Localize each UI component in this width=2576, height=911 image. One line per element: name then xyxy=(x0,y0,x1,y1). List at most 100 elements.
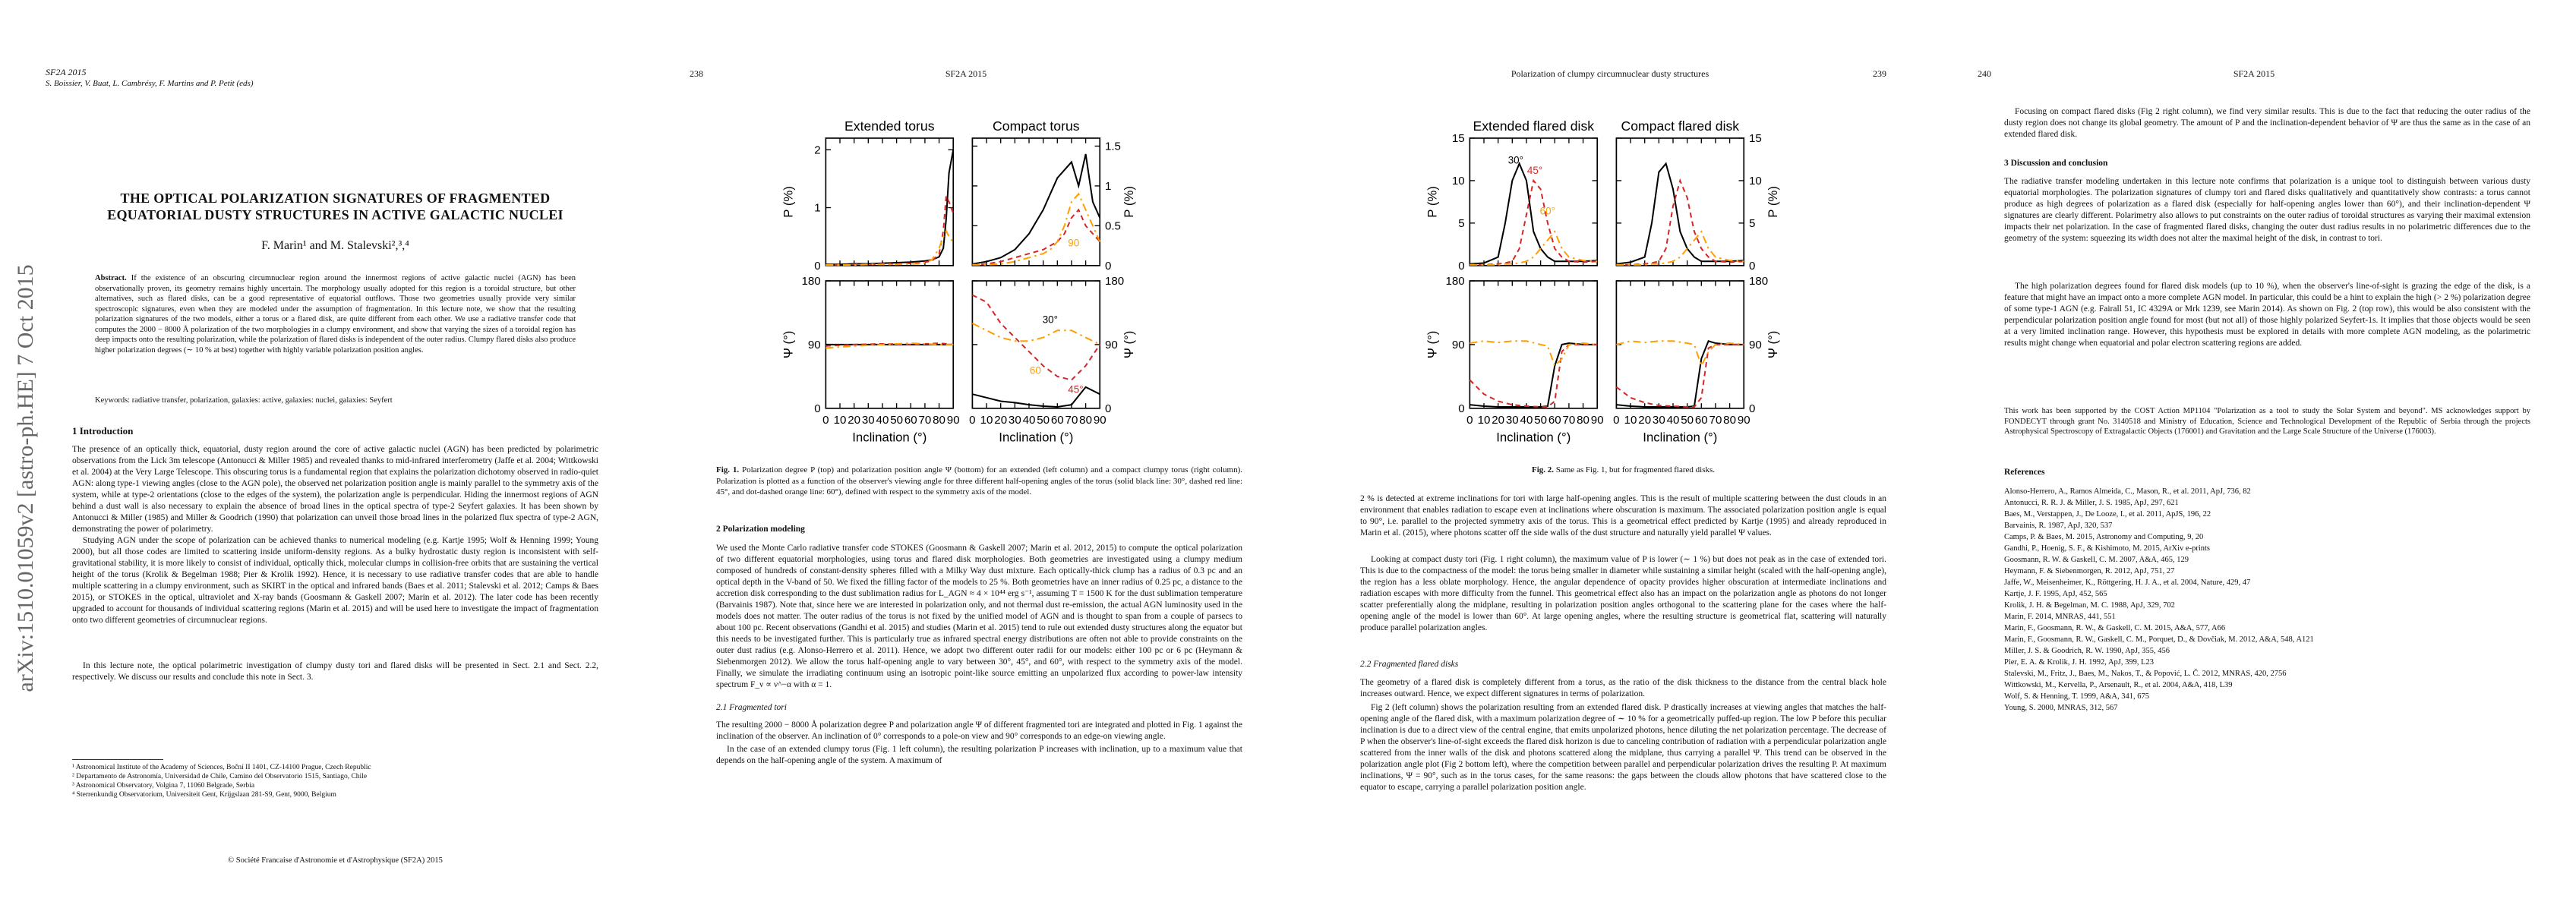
x-tick-label: 70 xyxy=(1709,414,1722,427)
series-line-1 xyxy=(1470,345,1597,407)
panel-title: Extended flared disk xyxy=(1473,118,1595,134)
figure-1-caption-text: Polarization degree P (top) and polariza… xyxy=(716,465,1242,496)
plot-frame xyxy=(972,138,1100,266)
footnotes: ¹ Astronomical Institute of the Academy … xyxy=(72,759,598,799)
curve-annotation: 60 xyxy=(1030,365,1041,377)
arxiv-id[interactable]: arXiv:1510.01059v2 [astro-ph.HE] 7 Oct 2… xyxy=(13,264,39,692)
x-tick-label: 60 xyxy=(1695,414,1708,427)
references-title: References xyxy=(2004,467,2530,478)
x-tick-label: 70 xyxy=(1065,414,1078,427)
y-axis-label: P (%) xyxy=(781,186,796,218)
x-tick-label: 90 xyxy=(1738,414,1750,427)
curve-annotation: 90 xyxy=(1068,238,1079,249)
x-tick-label: 20 xyxy=(1638,414,1651,427)
intro-paragraph-3: In this lecture note, the optical polari… xyxy=(72,660,598,683)
reference-item: Goosmann, R. W. & Gaskell, C. M. 2007, A… xyxy=(2004,554,2530,566)
x-tick-label: 30 xyxy=(1653,414,1665,427)
x-axis-label: Inclination (°) xyxy=(1643,430,1717,444)
reference-item: Young, S. 2000, MNRAS, 312, 567 xyxy=(2004,702,2530,714)
x-tick-label: 50 xyxy=(890,414,903,427)
journal-header: SF2A 2015 xyxy=(46,67,86,78)
arxiv-stamp[interactable]: arXiv:1510.01059v2 [astro-ph.HE] 7 Oct 2… xyxy=(11,266,41,691)
footnote-2: ² Departamento de Astronomía, Universida… xyxy=(72,772,598,781)
y-tick-label: 90 xyxy=(1452,339,1465,351)
y-tick-label: 10 xyxy=(1452,175,1465,188)
panel-title: Compact flared disk xyxy=(1621,118,1740,134)
section-3-paragraph-1: The radiative transfer modeling undertak… xyxy=(2004,176,2530,244)
abstract: Abstract. If the existence of an obscuri… xyxy=(95,273,576,355)
y-tick-label: 90 xyxy=(1749,339,1762,351)
reference-item: Marin, F., Goosmann, R. W., & Gaskell, C… xyxy=(2004,623,2530,634)
reference-item: Wolf, S. & Henning, T. 1999, A&A, 341, 6… xyxy=(2004,691,2530,702)
panel-title: Compact torus xyxy=(993,118,1080,134)
reference-item: Pier, E. A. & Krolik, J. H. 1992, ApJ, 3… xyxy=(2004,657,2530,668)
y-tick-label: 0 xyxy=(1749,402,1755,415)
reference-item: Baes, M., Verstappen, J., De Looze, I., … xyxy=(2004,509,2530,520)
panel-title: Extended torus xyxy=(844,118,935,134)
y-tick-label: 0 xyxy=(814,402,820,415)
x-axis-label: Inclination (°) xyxy=(999,430,1073,444)
plot-frame xyxy=(1470,138,1597,266)
x-tick-label: 10 xyxy=(1478,414,1491,427)
running-header: SF2A 2015 xyxy=(644,68,1288,80)
footnote-1: ¹ Astronomical Institute of the Academy … xyxy=(72,763,598,772)
y-tick-label: 0.5 xyxy=(1105,219,1121,232)
reference-item: Camps, P. & Baes, M. 2015, Astronomy and… xyxy=(2004,531,2530,543)
x-tick-label: 80 xyxy=(1723,414,1736,427)
figure-1-caption: Fig. 1. Polarization degree P (top) and … xyxy=(716,465,1242,498)
y-tick-label: 180 xyxy=(1105,275,1124,288)
series-line-1 xyxy=(1616,345,1744,407)
figure-2-label: Fig. 2. xyxy=(1532,465,1554,474)
series-line-1 xyxy=(1470,181,1597,265)
x-tick-label: 30 xyxy=(1506,414,1519,427)
series-line-2 xyxy=(972,194,1100,264)
section-3-paragraph-2: The high polarization degrees found for … xyxy=(2004,281,2530,349)
running-title: Polarization of clumpy circumnuclear dus… xyxy=(1288,68,1932,80)
y-tick-label: 0 xyxy=(1105,260,1111,273)
y-tick-label: 2 xyxy=(814,143,820,156)
x-tick-label: 10 xyxy=(834,414,847,427)
curve-annotation: 45° xyxy=(1527,165,1542,176)
y-axis-label: P (%) xyxy=(1766,186,1780,218)
running-header: SF2A 2015 xyxy=(1932,68,2576,80)
x-tick-label: 10 xyxy=(980,414,993,427)
reference-item: Stalevski, M., Fritz, J., Baes, M., Nako… xyxy=(2004,668,2530,679)
section-22-paragraph-2: Fig 2 (left column) shows the polarizati… xyxy=(1360,702,1886,793)
abstract-text: If the existence of an obscuring circumn… xyxy=(95,274,576,355)
page-3: Polarization of clumpy circumnuclear dus… xyxy=(1288,0,1932,911)
curve-annotation: 45° xyxy=(1068,384,1083,396)
section-21-paragraph-2: In the case of an extended clumpy torus … xyxy=(716,744,1242,767)
x-tick-label: 0 xyxy=(1466,414,1473,427)
paragraph-continued: 2 % is detected at extreme inclinations … xyxy=(1360,493,1886,539)
x-tick-label: 0 xyxy=(969,414,975,427)
reference-item: Gandhi, P., Hoenig, S. F., & Kishimoto, … xyxy=(2004,543,2530,554)
reference-item: Krolik, J. H. & Begelman, M. C. 1988, Ap… xyxy=(2004,600,2530,611)
footnote-rule xyxy=(72,759,163,760)
paragraph-compact-tori: Looking at compact dusty tori (Fig. 1 ri… xyxy=(1360,554,1886,634)
x-tick-label: 0 xyxy=(1613,414,1619,427)
keywords: Keywords: radiative transfer, polarizati… xyxy=(95,395,598,406)
intro-paragraph-1: The presence of an optically thick, equa… xyxy=(72,444,598,535)
series-line-0 xyxy=(826,150,953,264)
x-tick-label: 60 xyxy=(904,414,917,427)
x-tick-label: 50 xyxy=(1681,414,1694,427)
series-line-0 xyxy=(1616,341,1744,407)
x-tick-label: 30 xyxy=(862,414,875,427)
series-line-1 xyxy=(972,210,1100,264)
section-1-title: 1 Introduction xyxy=(72,425,598,437)
x-tick-label: 50 xyxy=(1534,414,1547,427)
y-tick-label: 0 xyxy=(1749,260,1755,273)
y-tick-label: 5 xyxy=(1458,217,1464,230)
acknowledgements: This work has been supported by the COST… xyxy=(2004,406,2530,437)
figure-1-plots: 012Extended torusP (%)00.511.5Compact to… xyxy=(644,106,1288,463)
x-tick-label: 60 xyxy=(1548,414,1561,427)
curve-annotation: 60° xyxy=(1540,206,1555,217)
footnote-3: ³ Astronomical Observatory, Volgina 7, 1… xyxy=(72,781,598,790)
y-tick-label: 0 xyxy=(814,260,820,273)
section-2-title: 2 Polarization modeling xyxy=(716,524,1242,535)
abstract-label: Abstract. xyxy=(95,274,127,282)
x-tick-label: 40 xyxy=(1520,414,1533,427)
series-line-1 xyxy=(826,196,953,265)
x-tick-label: 10 xyxy=(1624,414,1637,427)
series-line-0 xyxy=(1470,343,1597,407)
